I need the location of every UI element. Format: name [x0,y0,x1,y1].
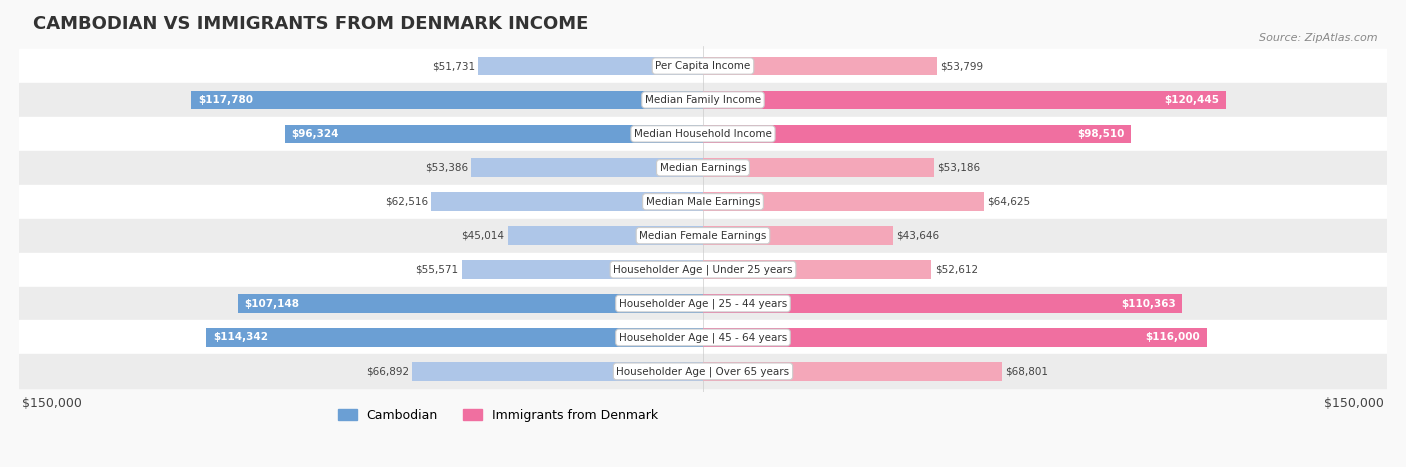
Bar [20,49,1386,83]
Text: Householder Age | 45 - 64 years: Householder Age | 45 - 64 years [619,332,787,343]
Text: Householder Age | Under 25 years: Householder Age | Under 25 years [613,264,793,275]
Text: Median Female Earnings: Median Female Earnings [640,231,766,241]
Text: $98,510: $98,510 [1077,129,1125,139]
Bar [238,294,703,313]
Legend: Cambodian, Immigrants from Denmark: Cambodian, Immigrants from Denmark [333,404,662,427]
Bar [478,57,703,75]
Bar [20,354,1386,389]
Bar [703,91,1226,109]
Text: $43,646: $43,646 [896,231,939,241]
Text: Householder Age | Over 65 years: Householder Age | Over 65 years [616,366,790,377]
Bar [20,287,1386,320]
Text: $66,892: $66,892 [366,367,409,376]
Text: Median Family Income: Median Family Income [645,95,761,105]
Text: $55,571: $55,571 [415,265,458,275]
Text: $96,324: $96,324 [291,129,339,139]
Text: Median Household Income: Median Household Income [634,129,772,139]
Text: CAMBODIAN VS IMMIGRANTS FROM DENMARK INCOME: CAMBODIAN VS IMMIGRANTS FROM DENMARK INC… [32,15,588,33]
Bar [508,226,703,245]
Text: $52,612: $52,612 [935,265,977,275]
Text: $116,000: $116,000 [1146,333,1201,342]
Bar [284,125,703,143]
Text: $110,363: $110,363 [1121,298,1175,309]
Text: Per Capita Income: Per Capita Income [655,61,751,71]
Bar [191,91,703,109]
Bar [471,158,703,177]
Text: Median Earnings: Median Earnings [659,163,747,173]
Text: $53,386: $53,386 [425,163,468,173]
Bar [207,328,703,347]
Text: $53,186: $53,186 [938,163,980,173]
Text: $114,342: $114,342 [212,333,269,342]
Bar [703,294,1182,313]
Bar [703,192,984,211]
Bar [20,219,1386,253]
Text: Source: ZipAtlas.com: Source: ZipAtlas.com [1260,33,1378,42]
Text: $120,445: $120,445 [1164,95,1219,105]
Bar [20,185,1386,219]
Bar [432,192,703,211]
Bar [461,260,703,279]
Bar [703,125,1130,143]
Bar [703,328,1206,347]
Bar [703,362,1002,381]
Text: $64,625: $64,625 [987,197,1031,207]
Text: $62,516: $62,516 [385,197,429,207]
Bar [703,158,934,177]
Bar [703,57,936,75]
Text: $51,731: $51,731 [432,61,475,71]
Text: Householder Age | 25 - 44 years: Householder Age | 25 - 44 years [619,298,787,309]
Text: $68,801: $68,801 [1005,367,1047,376]
Bar [20,151,1386,185]
Bar [412,362,703,381]
Bar [20,320,1386,354]
Text: $53,799: $53,799 [939,61,983,71]
Bar [20,253,1386,287]
Bar [703,226,893,245]
Bar [703,260,932,279]
Text: $117,780: $117,780 [198,95,253,105]
Bar [20,83,1386,117]
Text: $45,014: $45,014 [461,231,505,241]
Text: Median Male Earnings: Median Male Earnings [645,197,761,207]
Text: $107,148: $107,148 [245,298,299,309]
Bar [20,117,1386,151]
